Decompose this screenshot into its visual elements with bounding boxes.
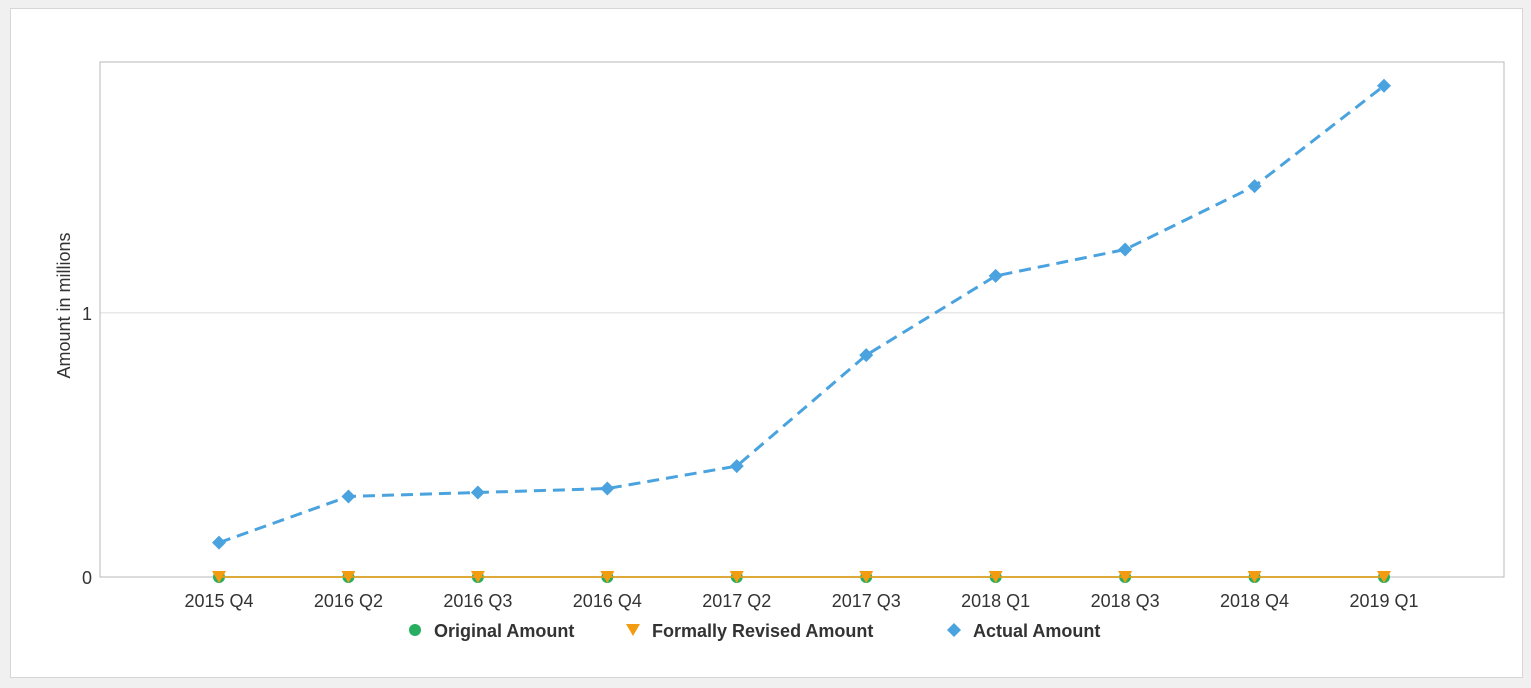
point-1-1 <box>341 571 356 583</box>
y-tick-label-1: 1 <box>82 304 92 324</box>
point-2-9 <box>1377 78 1391 93</box>
legend: Original Amount Formally Revised Amount Ac… <box>409 621 1100 641</box>
y-tick-label-0: 0 <box>82 568 92 588</box>
plot-area-frame <box>99 61 1505 578</box>
x-axis-ticks: 2015 Q4 2016 Q2 2016 Q3 2016 Q4 2017 Q2 2017 … <box>184 591 1418 611</box>
legend-label-0: Original Amount <box>434 621 574 641</box>
point-2-6 <box>988 268 1003 283</box>
point-2-7 <box>1118 242 1133 257</box>
point-2-8 <box>1247 179 1262 194</box>
x-tick-label-4: 2017 Q2 <box>702 591 771 611</box>
point-1-0 <box>212 571 226 583</box>
series-2 <box>212 78 1391 550</box>
point-1-6 <box>988 571 1003 583</box>
legend-marker-1 <box>626 624 640 636</box>
x-tick-label-6: 2018 Q1 <box>961 591 1030 611</box>
point-1-9 <box>1377 571 1391 583</box>
x-tick-label-9: 2019 Q1 <box>1349 591 1418 611</box>
point-2-4 <box>729 459 744 474</box>
point-1-4 <box>729 571 744 583</box>
point-1-8 <box>1247 571 1262 583</box>
legend-marker-2 <box>947 623 961 637</box>
x-tick-label-7: 2018 Q3 <box>1091 591 1160 611</box>
point-2-1 <box>341 489 356 504</box>
y-axis-title: Amount in millions <box>54 232 74 378</box>
chart-panel <box>10 8 1523 678</box>
legend-label-2: Actual Amount <box>973 621 1100 641</box>
x-tick-label-0: 2015 Q4 <box>184 591 253 611</box>
x-tick-label-5: 2017 Q3 <box>832 591 901 611</box>
point-1-5 <box>859 571 874 583</box>
legend-marker-0 <box>409 624 421 636</box>
point-2-0 <box>212 535 226 550</box>
series-layer <box>212 78 1391 583</box>
x-tick-label-1: 2016 Q2 <box>314 591 383 611</box>
point-1-2 <box>470 571 485 583</box>
point-1-3 <box>600 571 615 583</box>
y-axis-ticks: 01 <box>82 304 92 588</box>
x-tick-label-2: 2016 Q3 <box>443 591 512 611</box>
legend-label-1: Formally Revised Amount <box>652 621 873 641</box>
series-1 <box>212 571 1391 583</box>
point-2-5 <box>859 348 874 363</box>
point-2-3 <box>600 481 615 496</box>
x-tick-label-3: 2016 Q4 <box>573 591 642 611</box>
series-line-2 <box>218 84 1385 545</box>
x-tick-label-8: 2018 Q4 <box>1220 591 1289 611</box>
point-1-7 <box>1118 571 1133 583</box>
point-2-2 <box>470 485 485 500</box>
